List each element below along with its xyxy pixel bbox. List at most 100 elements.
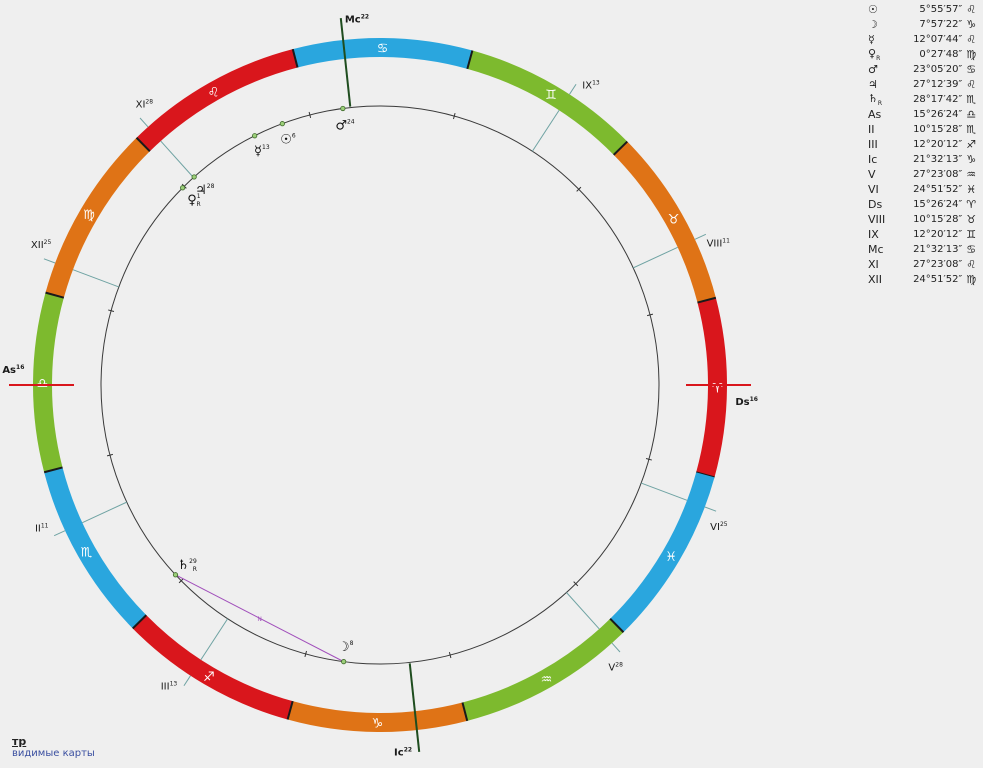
- position-row: ☿ 12°07′44″ ♌: [868, 32, 980, 47]
- position-glyph: Ds: [868, 198, 883, 211]
- cusp-line: [82, 501, 127, 524]
- sign-segment: [136, 49, 298, 152]
- position-row: ♃ 27°12′39″ ♌: [868, 77, 980, 92]
- cusp-line: [694, 233, 707, 240]
- position-row: IX 12°20′12″ ♊: [868, 227, 980, 242]
- position-sign-glyph: ♋: [966, 243, 977, 256]
- position-glyph: VIII: [868, 213, 886, 226]
- planet-dot: [252, 133, 258, 139]
- position-sign-glyph: ♊: [966, 228, 977, 241]
- sign-glyph: ♍: [83, 208, 95, 223]
- sign-boundary: [466, 50, 474, 70]
- cusp-line: [139, 117, 149, 128]
- planet-dot: [180, 185, 186, 191]
- position-glyph: IX: [868, 228, 879, 241]
- sign-segment: [610, 472, 715, 633]
- sign-glyph: ♈: [712, 382, 724, 397]
- cusp-line: [53, 530, 66, 537]
- cusp-line: [569, 83, 577, 95]
- sign-segment: [613, 141, 716, 303]
- position-sign-glyph: ♋: [966, 63, 977, 76]
- position-glyph: Mc: [868, 243, 884, 256]
- position-degree: 12°20′12″: [913, 229, 963, 240]
- sign-boundary: [697, 296, 717, 304]
- cusp-line: [160, 140, 194, 178]
- position-degree: 15°26′24″: [913, 109, 963, 120]
- position-sign-glyph: ♐: [966, 138, 977, 151]
- position-glyph: ♄R: [868, 91, 883, 108]
- sign-segment: [132, 615, 293, 720]
- position-glyph: As: [868, 108, 882, 121]
- position-degree: 10°15′28″: [913, 124, 963, 135]
- position-row: VI 24°51′52″ ♓: [868, 182, 980, 197]
- planet-glyph: ☽8: [338, 640, 354, 655]
- sign-glyph: ♑: [372, 716, 384, 731]
- position-sign-glyph: ♌: [966, 3, 977, 16]
- sign-segment: [44, 467, 147, 629]
- position-row: ♀R 0°27′48″ ♍: [868, 47, 980, 62]
- position-sign-glyph: ♎: [966, 108, 977, 121]
- sign-glyph: ♏: [81, 546, 93, 561]
- position-glyph: Ic: [868, 153, 878, 166]
- position-glyph: ☉: [868, 3, 878, 16]
- sign-segment: [45, 137, 150, 298]
- position-row: Ds 15°26′24″ ♈: [868, 197, 980, 212]
- position-degree: 24°51′52″: [913, 274, 963, 285]
- planet-glyph: ♄29 R: [177, 558, 196, 573]
- positions-table: ☉ 5°55′57″ ♌ ☽ 7°57′22″ ♑ ☿ 12°07′44″ ♌ ♀R 0°27′48…: [868, 2, 980, 287]
- sign-glyph: ♊: [545, 88, 557, 103]
- position-glyph: ☽: [868, 18, 878, 31]
- position-degree: 12°07′44″: [913, 34, 963, 45]
- sign-segment: [696, 297, 727, 478]
- position-sign-glyph: ♌: [966, 258, 977, 271]
- position-sign-glyph: ♈: [966, 198, 977, 211]
- planet-glyph: ♂24: [335, 118, 354, 133]
- position-degree: 15°26′24″: [913, 199, 963, 210]
- degree-tick: [573, 581, 579, 587]
- position-row: ☽ 7°57′22″ ♑: [868, 17, 980, 32]
- degree-tick: [647, 313, 654, 317]
- planet-markers: ☉6 ☽8 ☿13 ♀1 R ♂24 ♃28 ♄29 R: [172, 105, 355, 665]
- position-glyph: III: [868, 138, 878, 151]
- chart-subtitle-link[interactable]: видимые карты: [12, 748, 95, 759]
- cusp-line: [633, 246, 678, 269]
- position-row: ♂ 23°05′20″ ♋: [868, 62, 980, 77]
- position-sign-glyph: ♏: [966, 93, 977, 106]
- position-glyph: XII: [868, 273, 883, 286]
- cusp-line: [704, 506, 717, 512]
- position-sign-glyph: ♍: [966, 273, 977, 286]
- sign-boundary: [132, 614, 147, 630]
- aspect-label: N: [257, 616, 262, 623]
- degree-tick: [304, 650, 308, 657]
- cusp-line: [408, 663, 421, 753]
- position-sign-glyph: ♑: [966, 18, 977, 31]
- position-degree: 0°27′48″: [919, 49, 963, 60]
- planet-dot: [341, 659, 347, 665]
- cusp-line: [531, 109, 560, 152]
- position-degree: 12°20′12″: [913, 139, 963, 150]
- position-row: As 15°26′24″ ♎: [868, 107, 980, 122]
- sign-boundary: [609, 618, 625, 633]
- position-row: XII 24°51′52″ ♍: [868, 272, 980, 287]
- sign-segment: [292, 38, 473, 69]
- sign-segment: [467, 50, 628, 155]
- cusp-label: VI25: [710, 521, 728, 533]
- position-glyph: ♀R: [868, 46, 881, 63]
- planet-glyph: ♀1 R: [187, 193, 201, 208]
- cusp-label: VIII11: [707, 238, 731, 250]
- chart-type-link[interactable]: тр: [12, 735, 27, 748]
- cusp-label: IX13: [582, 80, 600, 92]
- sign-glyph: ♋: [377, 42, 389, 57]
- cusp-line: [43, 258, 56, 264]
- sign-boundary: [43, 466, 63, 474]
- planet-dot: [191, 174, 197, 180]
- position-degree: 5°55′57″: [919, 4, 963, 15]
- cusp-line: [339, 17, 352, 107]
- degree-tick: [645, 457, 652, 461]
- cusp-label: As16: [2, 364, 24, 376]
- position-glyph: ☿: [868, 33, 875, 46]
- cusp-label: II11: [35, 522, 49, 534]
- position-row: II 10°15′28″ ♏: [868, 122, 980, 137]
- cusp-line: [641, 482, 688, 501]
